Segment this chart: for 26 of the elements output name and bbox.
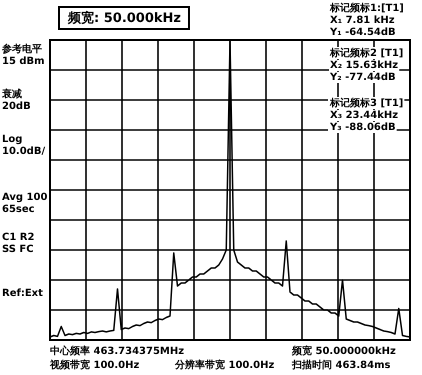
text: 频宽 50.000000kHz — [291, 345, 396, 357]
annotation: 标记频标3 [T1] — [329, 97, 404, 109]
text: 视频带宽 100.0Hz — [49, 359, 140, 371]
text: 衰减 — [1, 88, 22, 100]
text: X₁ 7.81 kHz — [330, 15, 395, 26]
annotation: 标记频标2 [T1] — [329, 47, 404, 59]
annotation: X₃ 23.44kHz — [330, 110, 398, 121]
text: Avg 100 — [2, 192, 48, 203]
text: SS FC — [2, 244, 34, 255]
annotation: X₂ 15.63kHz — [330, 60, 398, 71]
annotation: Y₂ -77.44dB — [329, 72, 396, 83]
text: Y₁ -64.54dB — [329, 27, 396, 38]
text: 65sec — [2, 204, 35, 215]
text: 中心频率 463.734375MHz — [50, 345, 184, 357]
text: Ref:Ext — [2, 288, 44, 299]
annotation: Y₃ -88.06dB — [329, 122, 396, 133]
text: 参考电平 — [1, 43, 42, 55]
text: 扫描时间 463.84ms — [291, 359, 390, 371]
text: 20dB — [2, 101, 31, 112]
text: 15 dBm — [2, 56, 45, 67]
text: Log — [2, 134, 22, 145]
text: C1 R2 — [2, 232, 34, 243]
text: 10.0dB/ — [2, 146, 46, 157]
chart-title: 频宽: 50.000kHz — [67, 10, 181, 26]
text: 分辨率带宽 100.0Hz — [174, 359, 274, 371]
text: 标记频标1:[T1] — [329, 2, 404, 14]
